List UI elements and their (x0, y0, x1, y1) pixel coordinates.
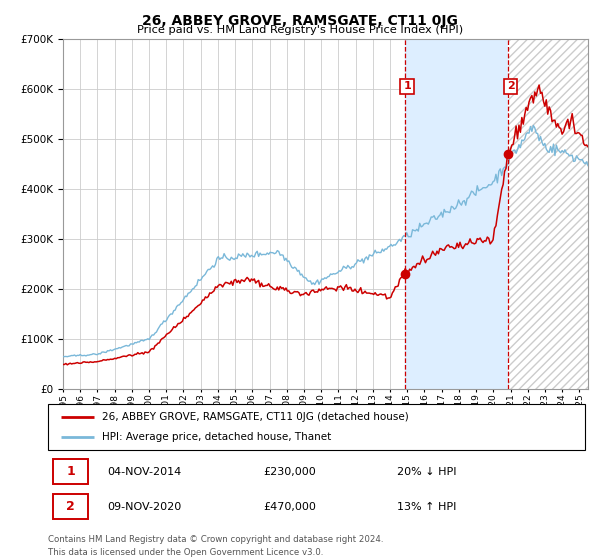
FancyBboxPatch shape (53, 459, 88, 484)
Text: 2: 2 (67, 500, 75, 514)
Text: £470,000: £470,000 (263, 502, 316, 512)
FancyBboxPatch shape (48, 404, 585, 450)
Text: 20% ↓ HPI: 20% ↓ HPI (397, 467, 457, 477)
Text: Price paid vs. HM Land Registry's House Price Index (HPI): Price paid vs. HM Land Registry's House … (137, 25, 463, 35)
Bar (404, 39, 508, 389)
Text: 13% ↑ HPI: 13% ↑ HPI (397, 502, 457, 512)
Text: HPI: Average price, detached house, Thanet: HPI: Average price, detached house, Than… (102, 432, 331, 441)
Text: 04-NOV-2014: 04-NOV-2014 (107, 467, 181, 477)
Text: 1: 1 (67, 465, 75, 478)
Text: 2: 2 (507, 81, 515, 91)
Text: 26, ABBEY GROVE, RAMSGATE, CT11 0JG (detached house): 26, ABBEY GROVE, RAMSGATE, CT11 0JG (det… (102, 412, 409, 422)
Text: 09-NOV-2020: 09-NOV-2020 (107, 502, 181, 512)
Bar (508, 39, 588, 389)
FancyBboxPatch shape (53, 494, 88, 520)
Bar (508, 39, 588, 389)
Text: £230,000: £230,000 (263, 467, 316, 477)
Text: This data is licensed under the Open Government Licence v3.0.: This data is licensed under the Open Gov… (48, 548, 323, 557)
Text: 26, ABBEY GROVE, RAMSGATE, CT11 0JG: 26, ABBEY GROVE, RAMSGATE, CT11 0JG (142, 14, 458, 28)
Text: 1: 1 (403, 81, 411, 91)
Text: Contains HM Land Registry data © Crown copyright and database right 2024.: Contains HM Land Registry data © Crown c… (48, 535, 383, 544)
